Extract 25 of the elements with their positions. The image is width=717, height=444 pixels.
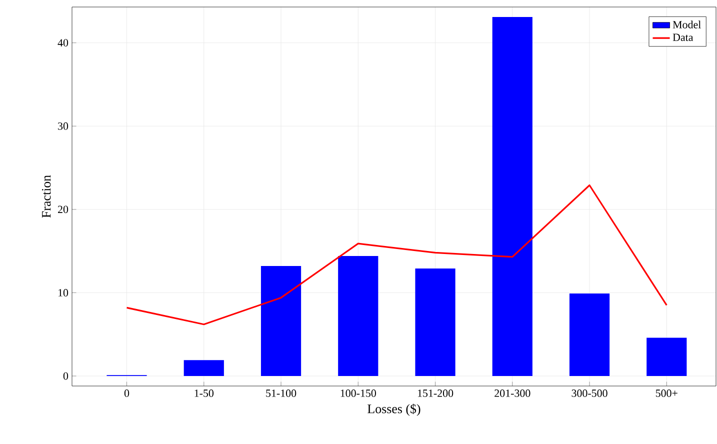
y-tick-label: 30 (58, 122, 68, 130)
bar (260, 266, 302, 376)
bar (184, 360, 224, 376)
x-tick-label: 201-300 (494, 390, 530, 397)
y-tick-label: 0 (63, 372, 68, 380)
x-tick-label: 500+ (656, 390, 678, 397)
bar (492, 16, 532, 376)
legend-label: Data (672, 34, 694, 42)
bar (569, 294, 610, 376)
legend-label: Model (672, 20, 701, 28)
bar (646, 338, 687, 376)
x-tick-label: 1-50 (194, 390, 214, 397)
y-tick-label: 40 (58, 39, 68, 47)
x-tick-label: 300-500 (572, 390, 608, 397)
bar (415, 268, 456, 376)
x-tick-label: 51-100 (266, 390, 296, 397)
x-tick-label: 0 (124, 390, 130, 397)
y-axis-title: Fraction (42, 175, 51, 218)
x-axis-title: Losses ($) (368, 404, 420, 416)
y-tick-label: 10 (58, 289, 68, 296)
line-series (126, 184, 668, 326)
bar (338, 256, 378, 376)
x-tick-label: 100-150 (340, 390, 376, 397)
x-tick-label: 151-200 (418, 390, 454, 397)
y-tick-label: 20 (58, 206, 68, 214)
